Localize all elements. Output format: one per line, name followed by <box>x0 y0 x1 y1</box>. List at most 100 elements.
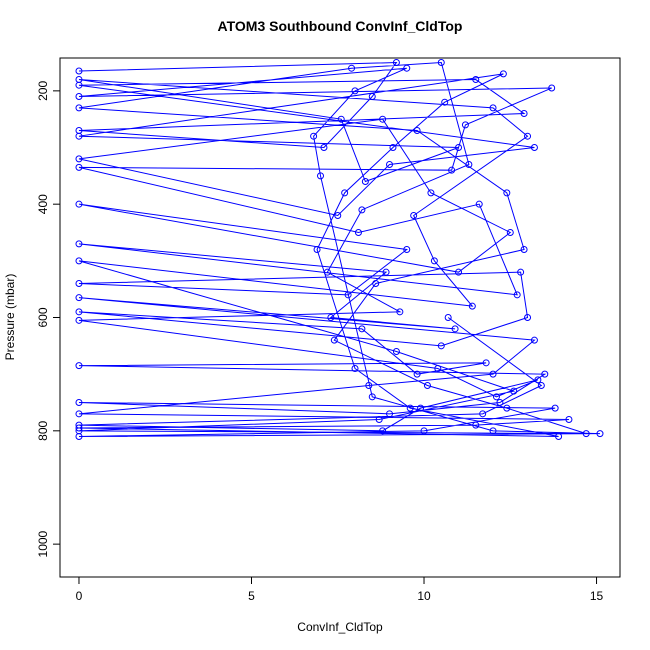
data-point <box>489 427 497 435</box>
data-point <box>534 376 542 384</box>
data-point <box>437 59 445 67</box>
data-point <box>75 362 83 370</box>
data-point <box>413 127 421 135</box>
data-point <box>506 229 514 237</box>
data-point <box>75 240 83 248</box>
data-point <box>489 370 497 378</box>
data-point <box>341 189 349 197</box>
x-tick-label: 15 <box>590 589 604 603</box>
data-point <box>358 325 366 333</box>
data-point <box>75 155 83 163</box>
data-point <box>368 93 376 101</box>
data-point <box>451 325 459 333</box>
data-point <box>392 347 400 355</box>
chart-title: ATOM3 Southbound ConvInf_CldTop <box>218 18 463 34</box>
data-point <box>344 291 352 299</box>
data-point <box>382 268 390 276</box>
data-point <box>361 178 369 186</box>
data-point <box>375 415 383 423</box>
data-point <box>75 398 83 406</box>
data-point <box>75 316 83 324</box>
data-point <box>386 161 394 169</box>
data-point <box>330 336 338 344</box>
data-point <box>503 189 511 197</box>
data-point <box>348 64 356 72</box>
series-line <box>78 62 601 437</box>
data-point <box>513 291 521 299</box>
data-point <box>496 398 504 406</box>
data-point <box>530 336 538 344</box>
data-point <box>503 404 511 412</box>
data-point <box>423 381 431 389</box>
data-point <box>441 98 449 106</box>
data-point <box>75 200 83 208</box>
data-point <box>420 427 428 435</box>
data-point <box>406 404 414 412</box>
data-point <box>520 246 528 254</box>
data-point <box>310 132 318 140</box>
data-point <box>530 144 538 152</box>
data-point <box>75 410 83 418</box>
y-tick-label: 400 <box>36 194 50 214</box>
data-point <box>75 308 83 316</box>
data-point <box>317 172 325 180</box>
data-point <box>389 144 397 152</box>
y-tick-label: 1000 <box>36 530 50 557</box>
data-point <box>386 410 394 418</box>
data-point <box>358 206 366 214</box>
data-point <box>434 364 442 372</box>
data-point <box>548 84 556 92</box>
data-point <box>410 212 418 220</box>
data-point <box>489 104 497 112</box>
y-tick-label: 800 <box>36 420 50 440</box>
data-point <box>75 421 83 429</box>
data-point <box>582 430 590 438</box>
x-tick-label: 0 <box>76 589 83 603</box>
data-point <box>351 87 359 95</box>
data-point <box>323 268 331 276</box>
data-point <box>472 76 480 84</box>
data-point <box>482 359 490 367</box>
data-point <box>327 314 335 321</box>
data-point <box>403 64 411 72</box>
data-point <box>75 294 83 302</box>
data-point <box>455 144 463 152</box>
data-point <box>320 144 328 152</box>
data-point <box>313 246 321 254</box>
y-tick-label: 600 <box>36 307 50 327</box>
data-point <box>465 161 473 169</box>
data-point <box>427 189 435 197</box>
data-point <box>555 432 563 440</box>
data-point <box>75 132 83 140</box>
data-point <box>75 280 83 288</box>
data-point <box>551 404 559 412</box>
data-point <box>524 132 532 140</box>
data-point <box>499 70 507 78</box>
data-point <box>372 280 380 288</box>
data-point <box>541 370 549 378</box>
data-point <box>379 427 387 435</box>
data-point <box>368 393 376 401</box>
data-point <box>351 364 359 372</box>
data-point <box>392 59 400 67</box>
data-point <box>417 404 425 412</box>
data-point <box>468 302 476 310</box>
data-point <box>448 166 456 174</box>
data-point <box>475 200 483 208</box>
data-point <box>75 163 83 171</box>
data-point <box>354 229 362 237</box>
data-point <box>520 110 528 118</box>
data-point <box>75 257 83 265</box>
data-point <box>517 268 525 276</box>
data-point <box>337 115 345 123</box>
data-point <box>75 67 83 75</box>
x-tick-label: 5 <box>248 589 255 603</box>
data-point <box>479 410 487 418</box>
x-tick-label: 10 <box>417 589 431 603</box>
data-point <box>379 115 387 123</box>
data-point <box>334 212 342 220</box>
data-point <box>75 76 83 84</box>
data-point <box>492 393 500 401</box>
data-point <box>75 424 83 432</box>
